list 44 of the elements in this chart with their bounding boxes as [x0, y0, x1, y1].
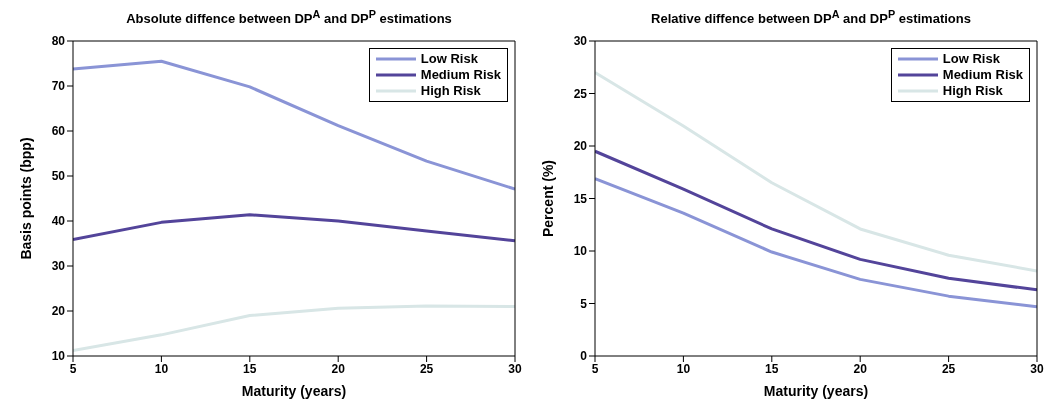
x-tick-label: 10 [154, 361, 169, 376]
line-series [595, 149, 1037, 292]
chart-title: Absolute diffence between DP$^{A}$ and DP$^{P}$ estimations [125, 8, 453, 29]
line-series [595, 71, 1037, 273]
legend-label: Medium Risk [420, 67, 501, 83]
y-tick-label: 40 [51, 214, 66, 229]
y-tick-label: 0 [580, 349, 588, 364]
y-tick-label: 10 [51, 349, 66, 364]
line-series [595, 177, 1037, 309]
y-axis-title: Basis points (bpp) [17, 137, 34, 260]
y-axis-title: Percent (%) [539, 159, 556, 238]
x-tick-label: 30 [508, 361, 522, 376]
x-tick-label: 5 [591, 361, 599, 376]
y-tick-label: 30 [573, 34, 588, 49]
legend-label: Medium Risk [942, 67, 1023, 83]
y-tick-label: 20 [573, 139, 588, 154]
x-tick-label: 25 [941, 361, 956, 376]
y-tick-label: 60 [51, 124, 66, 139]
x-tick-label: 30 [1030, 361, 1044, 376]
y-tick-label: 10 [573, 244, 588, 259]
x-axis-title: Maturity (years) [763, 383, 869, 399]
y-tick-label: 20 [51, 304, 66, 319]
x-tick-label: 20 [331, 361, 346, 376]
x-tick-label: 15 [765, 361, 779, 376]
line-series [73, 213, 515, 243]
x-tick-label: 25 [419, 361, 434, 376]
chart-title: Relative diffence between DP$^{A}$ and DP$^{P}$ estimations [650, 8, 972, 29]
y-tick-label: 50 [51, 169, 66, 184]
legend-label: High Risk [942, 83, 1003, 99]
legend-label: High Risk [420, 83, 481, 99]
legend-label: Low Risk [942, 51, 1000, 67]
x-tick-label: 15 [243, 361, 257, 376]
x-tick-label: 10 [676, 361, 691, 376]
y-tick-label: 70 [51, 79, 66, 94]
y-tick-label: 15 [573, 191, 588, 206]
line-series [73, 304, 515, 353]
x-tick-label: 20 [853, 361, 868, 376]
x-axis-title: Maturity (years) [241, 383, 347, 399]
y-tick-label: 5 [580, 296, 588, 311]
x-tick-label: 5 [69, 361, 77, 376]
y-tick-label: 30 [51, 259, 66, 274]
y-tick-label: 80 [51, 34, 66, 49]
legend-label: Low Risk [420, 51, 478, 67]
y-tick-label: 25 [573, 86, 588, 101]
